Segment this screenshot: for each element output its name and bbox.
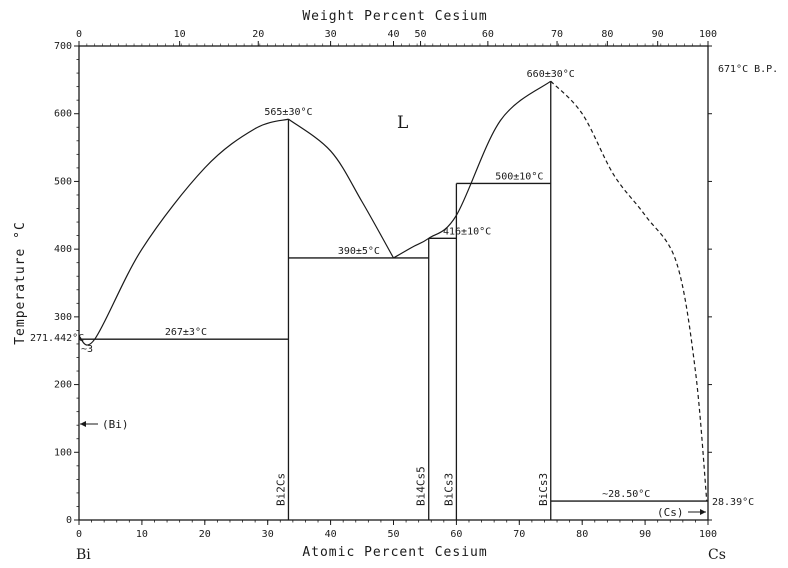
top-tick-label: 30 bbox=[325, 29, 337, 40]
x-tick-label: 0 bbox=[76, 529, 82, 540]
temperature-label: 390±5°C bbox=[338, 246, 380, 257]
y-tick-label: 300 bbox=[54, 312, 72, 323]
phase-boundaries bbox=[78, 80, 708, 520]
top-tick-label: 60 bbox=[482, 29, 494, 40]
top-tick-label: 10 bbox=[174, 29, 186, 40]
liquid-region-label: L bbox=[397, 113, 408, 133]
top-tick-label: 90 bbox=[652, 29, 664, 40]
left-axis-title: Temperature °C bbox=[13, 221, 28, 345]
x-tick-label: 40 bbox=[325, 529, 337, 540]
compound-label: Bi2Cs bbox=[274, 473, 287, 506]
temperature-label: 267±3°C bbox=[165, 327, 207, 338]
temperature-label: ~28.50°C bbox=[602, 489, 650, 500]
bi-solid-label: (Bi) bbox=[80, 418, 129, 431]
liquidus-cs-side-dashed bbox=[550, 80, 708, 501]
y-tick-label: 200 bbox=[54, 380, 72, 391]
x-tick-label: 90 bbox=[639, 529, 651, 540]
x-tick-label: 80 bbox=[576, 529, 588, 540]
eutectic-composition: ~3 bbox=[81, 344, 93, 355]
plot-frame bbox=[78, 45, 709, 521]
top-tick-label: 40 bbox=[387, 29, 399, 40]
x-tick-label: 20 bbox=[199, 529, 211, 540]
bismuth-end-label: Bi bbox=[76, 547, 91, 563]
x-tick-label: 60 bbox=[450, 529, 462, 540]
top-tick-label: 70 bbox=[551, 29, 563, 40]
bi-melting-point: 271.442°C bbox=[30, 333, 84, 344]
temperature-label: 500±10°C bbox=[495, 171, 543, 182]
y-tick-label: 500 bbox=[54, 176, 72, 187]
top-tick-label: 20 bbox=[252, 29, 264, 40]
compound-label: Bi4Cs5 bbox=[415, 466, 428, 506]
svg-text:(Bi): (Bi) bbox=[102, 418, 129, 431]
y-tick-label: 100 bbox=[54, 447, 72, 458]
top-tick-label: 80 bbox=[601, 29, 613, 40]
liquidus-bi2cs-right bbox=[288, 118, 395, 259]
top-tick-label: 100 bbox=[699, 29, 717, 40]
liquidus-bi-side bbox=[78, 118, 289, 346]
compound-label: BiCs3 bbox=[442, 473, 455, 506]
temperature-label: 565±30°C bbox=[264, 107, 312, 118]
y-tick-label: 0 bbox=[66, 515, 72, 526]
liquidus-middle bbox=[393, 80, 552, 259]
cs-solid-label: (Cs) bbox=[657, 506, 706, 519]
y-tick-label: 700 bbox=[54, 41, 72, 52]
x-tick-label: 50 bbox=[387, 529, 399, 540]
temperature-label: 660±30°C bbox=[527, 69, 575, 80]
compound-label: BiCs3 bbox=[537, 473, 550, 506]
top-tick-label: 0 bbox=[76, 29, 82, 40]
cs-melting-point: 28.39°C bbox=[712, 497, 754, 508]
x-tick-label: 70 bbox=[513, 529, 525, 540]
top-axis-title: Weight Percent Cesium bbox=[302, 9, 487, 24]
temperature-label: 416±10°C bbox=[443, 226, 491, 237]
bottom-axis-title: Atomic Percent Cesium bbox=[302, 545, 487, 560]
y-tick-label: 400 bbox=[54, 244, 72, 255]
x-tick-label: 30 bbox=[262, 529, 274, 540]
cs-boiling-point: 671°C B.P. bbox=[718, 64, 778, 75]
svg-text:(Cs): (Cs) bbox=[657, 506, 684, 519]
x-tick-label: 10 bbox=[136, 529, 148, 540]
x-tick-label: 100 bbox=[699, 529, 717, 540]
top-tick-label: 50 bbox=[415, 29, 427, 40]
cesium-end-label: Cs bbox=[708, 547, 726, 563]
y-tick-label: 600 bbox=[54, 109, 72, 120]
diagram-labels: 565±30°C 660±30°C 500±10°C 416±10°C 390±5°C 2… bbox=[165, 69, 650, 506]
